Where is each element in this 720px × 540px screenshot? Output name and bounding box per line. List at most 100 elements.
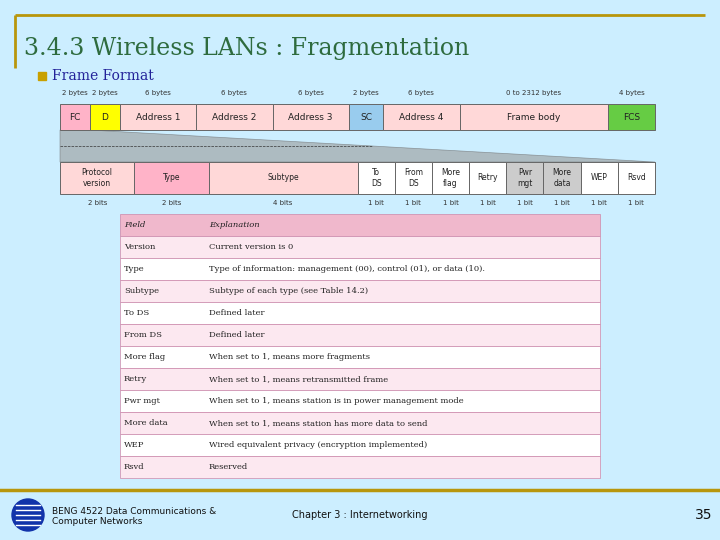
Text: 35: 35 bbox=[696, 508, 713, 522]
Bar bbox=[120, 236, 600, 258]
Text: FC: FC bbox=[69, 112, 81, 122]
Bar bbox=[459, 104, 608, 130]
Text: Frame body: Frame body bbox=[507, 112, 561, 122]
Bar bbox=[469, 162, 506, 194]
Text: To
DS: To DS bbox=[371, 168, 382, 188]
Bar bbox=[120, 346, 600, 368]
Bar bbox=[135, 162, 209, 194]
Text: More
flag: More flag bbox=[441, 168, 460, 188]
Text: Field: Field bbox=[124, 221, 145, 229]
Text: Frame Format: Frame Format bbox=[52, 69, 154, 83]
Text: 6 bytes: 6 bytes bbox=[408, 90, 434, 96]
Bar bbox=[60, 162, 135, 194]
Bar bbox=[120, 280, 600, 302]
Text: Address 1: Address 1 bbox=[135, 112, 180, 122]
Bar bbox=[272, 104, 349, 130]
Bar bbox=[608, 104, 655, 130]
Text: SC: SC bbox=[360, 112, 372, 122]
Text: WEP: WEP bbox=[591, 173, 608, 183]
Text: More flag: More flag bbox=[124, 353, 166, 361]
Bar bbox=[358, 162, 395, 194]
Text: 4 bits: 4 bits bbox=[274, 200, 293, 206]
Text: When set to 1, means station is in power management mode: When set to 1, means station is in power… bbox=[209, 397, 464, 405]
Text: BENG 4522 Data Communications &
Computer Networks: BENG 4522 Data Communications & Computer… bbox=[52, 507, 216, 526]
Text: WEP: WEP bbox=[124, 441, 145, 449]
Bar bbox=[544, 162, 580, 194]
Bar bbox=[120, 302, 600, 324]
Text: 3.4.3 Wireless LANs : Fragmentation: 3.4.3 Wireless LANs : Fragmentation bbox=[24, 37, 469, 59]
Bar bbox=[120, 456, 600, 478]
Text: Subtype: Subtype bbox=[267, 173, 299, 183]
Text: 1 bit: 1 bit bbox=[443, 200, 459, 206]
Text: More
data: More data bbox=[552, 168, 572, 188]
Text: 2 bytes: 2 bytes bbox=[62, 90, 88, 96]
Text: Type: Type bbox=[124, 265, 145, 273]
Text: Retry: Retry bbox=[477, 173, 498, 183]
Text: 6 bytes: 6 bytes bbox=[221, 90, 247, 96]
Text: 1 bit: 1 bit bbox=[368, 200, 384, 206]
Text: Protocol
version: Protocol version bbox=[81, 168, 113, 188]
Bar bbox=[60, 104, 90, 130]
Text: 1 bit: 1 bit bbox=[480, 200, 495, 206]
Text: 2 bytes: 2 bytes bbox=[91, 90, 117, 96]
Bar bbox=[383, 104, 459, 130]
Text: From DS: From DS bbox=[124, 331, 162, 339]
Text: 2 bits: 2 bits bbox=[88, 200, 107, 206]
Bar bbox=[120, 104, 196, 130]
Text: When set to 1, means station has more data to send: When set to 1, means station has more da… bbox=[209, 419, 428, 427]
Text: 6 bytes: 6 bytes bbox=[145, 90, 171, 96]
Bar bbox=[120, 258, 600, 280]
Text: 1 bit: 1 bit bbox=[554, 200, 570, 206]
Text: Defined later: Defined later bbox=[209, 309, 264, 317]
Bar bbox=[120, 434, 600, 456]
Bar bbox=[120, 214, 600, 236]
Text: Reserved: Reserved bbox=[209, 463, 248, 471]
Text: Address 3: Address 3 bbox=[289, 112, 333, 122]
Text: 0 to 2312 bytes: 0 to 2312 bytes bbox=[506, 90, 562, 96]
Text: To DS: To DS bbox=[124, 309, 149, 317]
Bar bbox=[618, 162, 655, 194]
Text: 6 bytes: 6 bytes bbox=[298, 90, 324, 96]
Text: D: D bbox=[102, 112, 108, 122]
Bar bbox=[120, 390, 600, 412]
Bar bbox=[432, 162, 469, 194]
Text: More data: More data bbox=[124, 419, 168, 427]
Text: Pwr
mgt: Pwr mgt bbox=[517, 168, 533, 188]
Bar bbox=[90, 104, 120, 130]
Text: From
DS: From DS bbox=[404, 168, 423, 188]
Text: 1 bit: 1 bit bbox=[517, 200, 533, 206]
Text: Defined later: Defined later bbox=[209, 331, 264, 339]
Bar bbox=[580, 162, 618, 194]
Text: Type of information: management (00), control (01), or data (10).: Type of information: management (00), co… bbox=[209, 265, 485, 273]
Text: Current version is 0: Current version is 0 bbox=[209, 243, 293, 251]
Text: 4 bytes: 4 bytes bbox=[618, 90, 644, 96]
Text: Rsvd: Rsvd bbox=[627, 173, 646, 183]
Text: Subtype of each type (see Table 14.2): Subtype of each type (see Table 14.2) bbox=[209, 287, 368, 295]
Text: 2 bits: 2 bits bbox=[162, 200, 181, 206]
Text: When set to 1, means retransmitted frame: When set to 1, means retransmitted frame bbox=[209, 375, 388, 383]
Circle shape bbox=[12, 499, 44, 531]
Text: Type: Type bbox=[163, 173, 180, 183]
Text: 1 bit: 1 bit bbox=[629, 200, 644, 206]
Text: Retry: Retry bbox=[124, 375, 148, 383]
Bar bbox=[506, 162, 544, 194]
Text: Version: Version bbox=[124, 243, 156, 251]
Bar bbox=[120, 324, 600, 346]
Text: Rsvd: Rsvd bbox=[124, 463, 145, 471]
Text: Address 4: Address 4 bbox=[399, 112, 444, 122]
Text: Chapter 3 : Internetworking: Chapter 3 : Internetworking bbox=[292, 510, 428, 520]
Bar bbox=[209, 162, 358, 194]
Text: Explanation: Explanation bbox=[209, 221, 260, 229]
Text: Address 2: Address 2 bbox=[212, 112, 256, 122]
Bar bbox=[38, 72, 46, 80]
Text: Wired equivalent privacy (encryption implemented): Wired equivalent privacy (encryption imp… bbox=[209, 441, 427, 449]
Bar bbox=[120, 368, 600, 390]
Bar bbox=[196, 104, 272, 130]
Bar bbox=[349, 104, 383, 130]
Text: 2 bytes: 2 bytes bbox=[353, 90, 379, 96]
Bar bbox=[395, 162, 432, 194]
Polygon shape bbox=[60, 130, 655, 162]
Text: Pwr mgt: Pwr mgt bbox=[124, 397, 160, 405]
Text: 1 bit: 1 bit bbox=[591, 200, 607, 206]
Text: 1 bit: 1 bit bbox=[405, 200, 421, 206]
